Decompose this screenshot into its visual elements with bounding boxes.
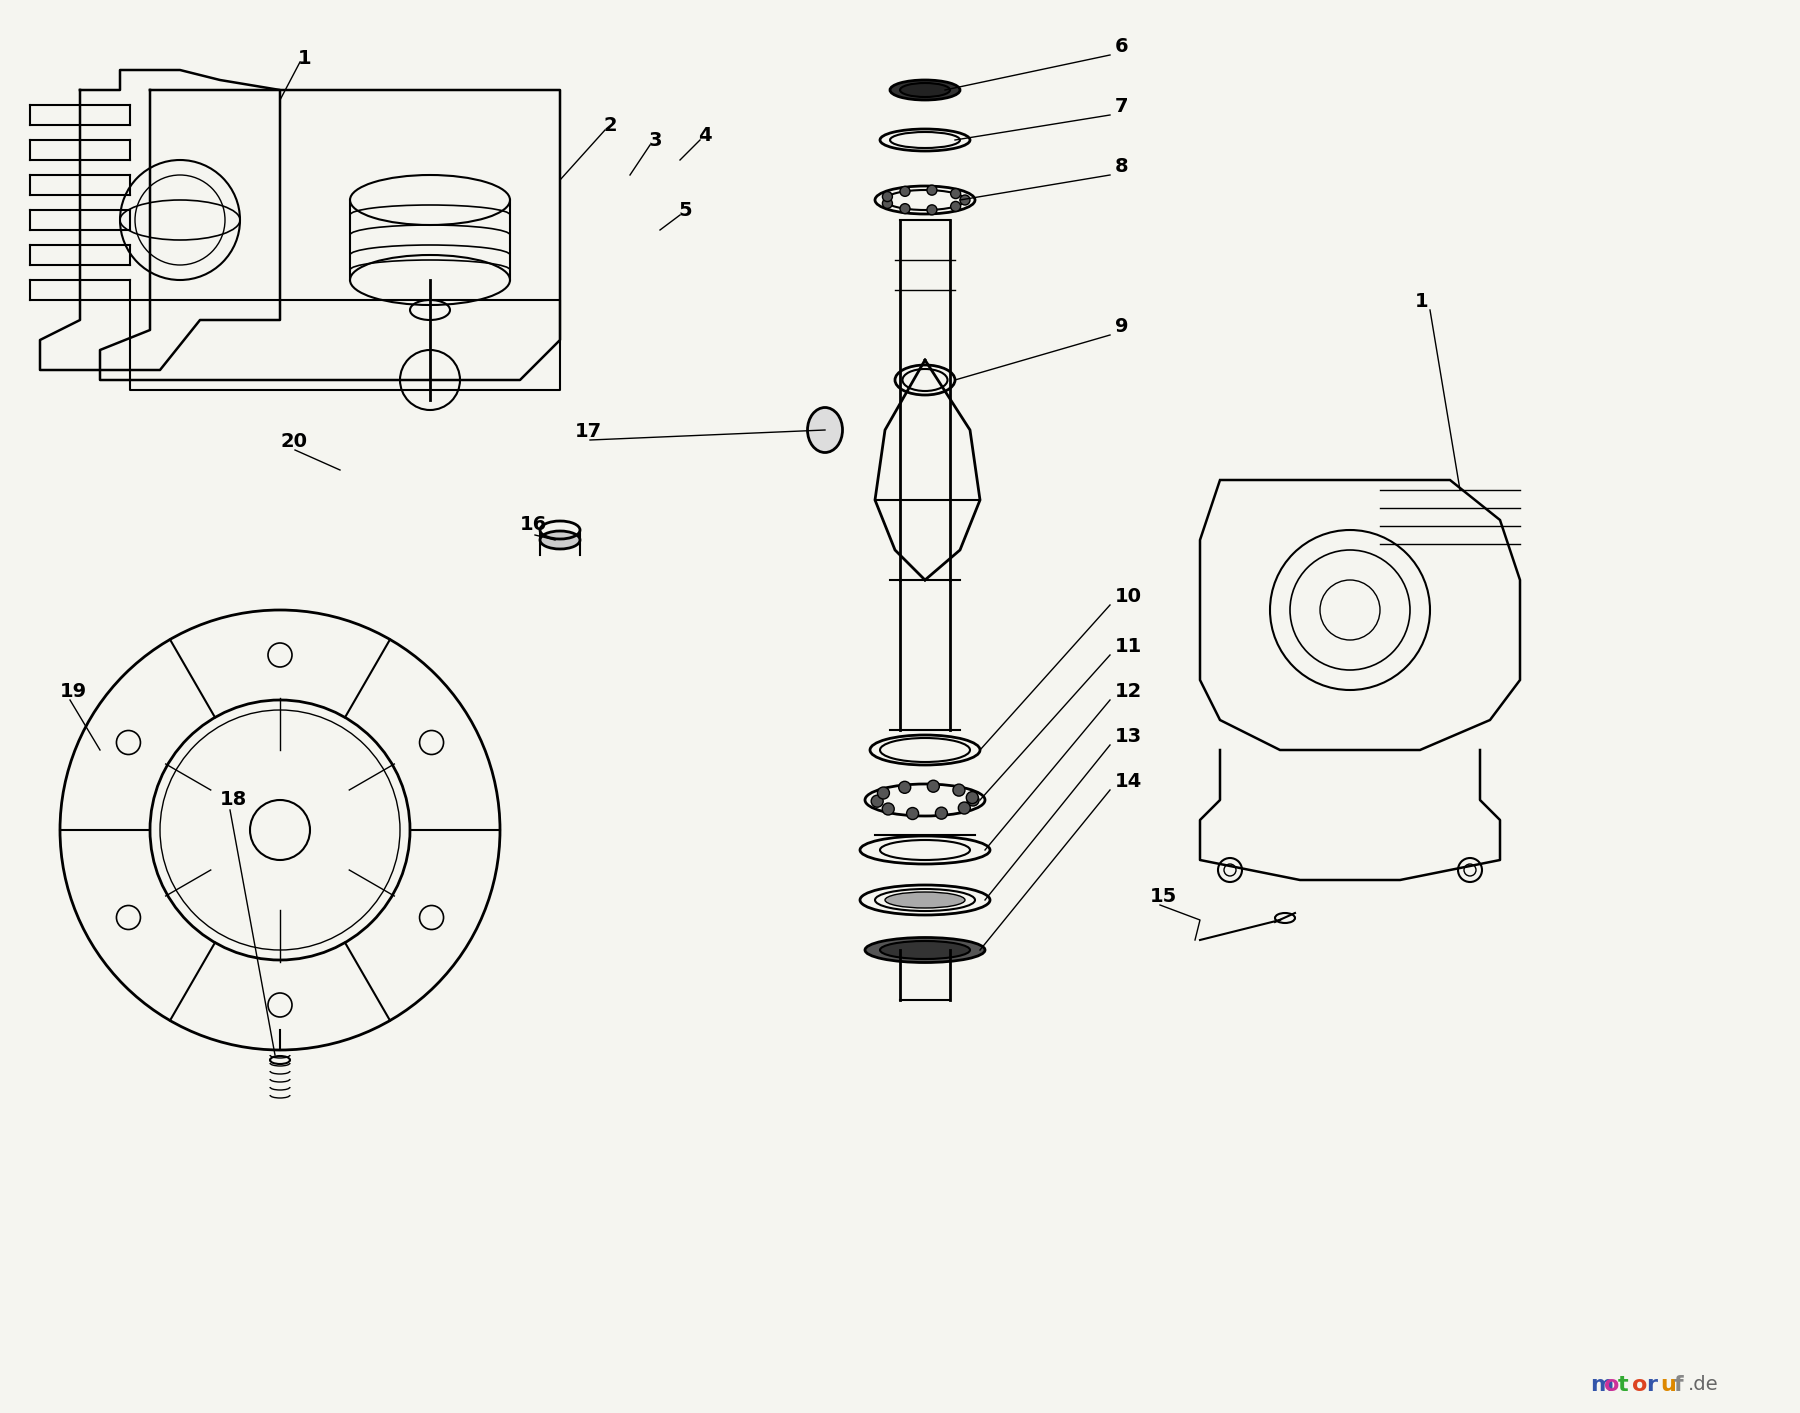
Text: 14: 14 (1114, 771, 1143, 791)
Circle shape (882, 803, 895, 815)
Ellipse shape (900, 83, 950, 97)
Ellipse shape (808, 407, 842, 452)
Text: 13: 13 (1114, 728, 1143, 746)
Text: 3: 3 (648, 130, 662, 150)
Text: 11: 11 (1114, 637, 1143, 656)
Text: 20: 20 (281, 432, 308, 451)
Circle shape (950, 188, 961, 199)
Text: 6: 6 (1114, 37, 1129, 57)
Circle shape (927, 185, 938, 195)
Text: 1: 1 (299, 48, 311, 68)
Text: 18: 18 (220, 790, 247, 810)
Circle shape (967, 794, 979, 805)
Text: 10: 10 (1114, 586, 1141, 606)
Text: 1: 1 (1415, 292, 1429, 311)
Circle shape (936, 807, 947, 820)
Text: t: t (1618, 1375, 1629, 1395)
Circle shape (907, 807, 918, 820)
Text: 9: 9 (1114, 317, 1129, 336)
Circle shape (900, 187, 911, 196)
Circle shape (959, 195, 970, 205)
Text: m: m (1589, 1375, 1613, 1395)
Text: 5: 5 (679, 201, 691, 219)
Circle shape (952, 784, 965, 796)
Circle shape (882, 192, 893, 202)
Circle shape (882, 198, 893, 209)
Circle shape (927, 780, 940, 793)
Text: 12: 12 (1114, 682, 1143, 701)
Text: 4: 4 (698, 126, 711, 144)
Ellipse shape (866, 937, 985, 962)
Circle shape (927, 205, 938, 215)
Circle shape (958, 803, 970, 814)
Ellipse shape (540, 531, 580, 550)
Text: 16: 16 (520, 514, 547, 534)
Ellipse shape (880, 941, 970, 959)
Circle shape (950, 202, 961, 212)
Text: 7: 7 (1114, 97, 1129, 116)
Text: .de: .de (1688, 1375, 1719, 1395)
Text: o: o (1604, 1375, 1620, 1395)
Circle shape (967, 791, 977, 804)
Circle shape (877, 787, 889, 798)
Circle shape (898, 781, 911, 793)
Text: 15: 15 (1150, 887, 1177, 906)
Text: 17: 17 (574, 422, 603, 441)
Text: 2: 2 (603, 116, 617, 134)
Text: f: f (1674, 1375, 1683, 1395)
Text: 8: 8 (1114, 157, 1129, 177)
Text: 19: 19 (59, 682, 86, 701)
Circle shape (900, 203, 911, 213)
Text: o: o (1633, 1375, 1647, 1395)
Ellipse shape (889, 81, 959, 100)
Circle shape (871, 796, 884, 807)
Ellipse shape (886, 892, 965, 909)
Text: r: r (1645, 1375, 1658, 1395)
Text: u: u (1660, 1375, 1676, 1395)
